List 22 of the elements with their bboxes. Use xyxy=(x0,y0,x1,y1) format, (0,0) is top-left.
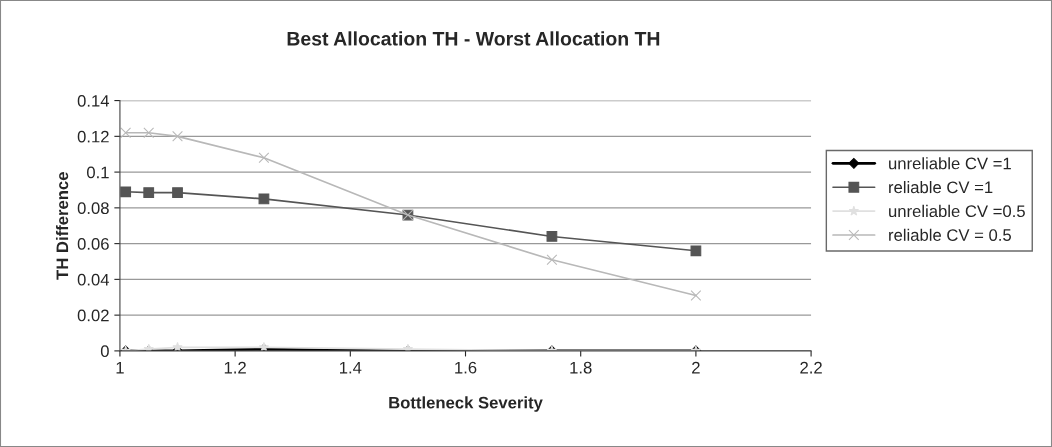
x-tick-label: 1.8 xyxy=(570,361,592,374)
y-tick-label: 0.1 xyxy=(87,166,109,179)
y-tick-label: 0.02 xyxy=(77,309,109,322)
y-axis-title: TH Difference xyxy=(55,172,69,280)
chart-title: Best Allocation TH - Worst Allocation TH xyxy=(287,31,660,46)
y-tick-label: 0.12 xyxy=(77,130,109,143)
x-tick-label: 1.6 xyxy=(455,361,477,374)
x-tick-label: 1.4 xyxy=(340,361,362,374)
y-tick-label: 0.06 xyxy=(77,238,109,250)
y-tick-label: 0.04 xyxy=(77,273,110,286)
x-tick-label: 2 xyxy=(692,361,700,374)
legend-label: reliable CV = 0.5 xyxy=(889,228,1011,241)
legend-label: unreliable CV =1 xyxy=(889,157,1011,170)
x-tick-label: 1.2 xyxy=(224,361,246,374)
legend-label: unreliable CV =0.5 xyxy=(889,204,1025,218)
x-tick-label: 1 xyxy=(116,361,124,374)
y-tick-label: 0.08 xyxy=(77,202,109,215)
y-tick-label: 0.14 xyxy=(77,94,110,107)
legend-label: reliable CV =1 xyxy=(889,181,993,194)
x-tick-label: 2.2 xyxy=(800,361,822,374)
y-tick-label: 0 xyxy=(100,345,109,358)
x-axis-title: Bottleneck Severity xyxy=(389,396,543,412)
